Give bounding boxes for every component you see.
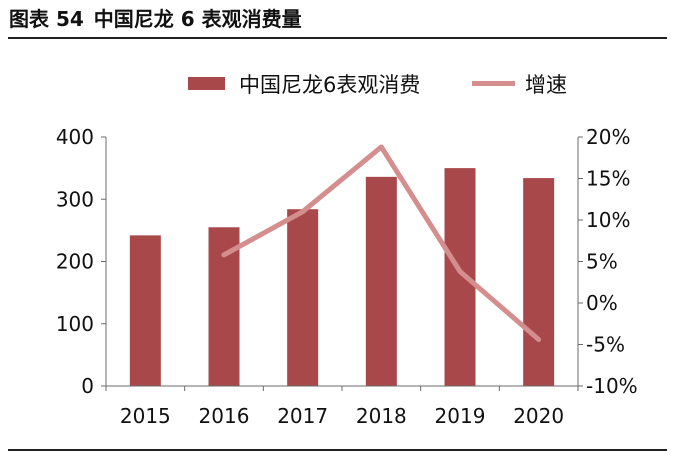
- bar-2020: [523, 178, 555, 386]
- figure-title-text: 中国尼龙 6 表观消费量: [93, 7, 302, 31]
- y-left-tick-label: 100: [56, 312, 94, 336]
- x-tick-label: 2020: [513, 404, 564, 428]
- figure-label: 图表 54: [9, 7, 84, 31]
- bottom-rule: [8, 449, 667, 451]
- y-right-tick-label: 20%: [586, 125, 630, 149]
- legend-line-label: 增速: [525, 73, 567, 97]
- legend-bar-swatch: [188, 77, 225, 90]
- bar-2018: [365, 176, 397, 386]
- x-tick-label: 2018: [356, 404, 407, 428]
- x-tick-label: 2015: [120, 404, 171, 428]
- y-left-tick-label: 0: [81, 374, 94, 398]
- bar-2019: [444, 168, 476, 386]
- y-left-tick-label: 200: [56, 250, 94, 274]
- bar-2017: [287, 209, 319, 386]
- x-tick-label: 2019: [435, 404, 486, 428]
- y-left-tick-label: 300: [56, 187, 94, 211]
- figure-title: 图表 54 中国尼龙 6 表观消费量: [9, 5, 302, 33]
- bar-2015: [129, 235, 161, 386]
- y-right-tick-label: -5%: [586, 333, 625, 357]
- plot-area: 0 100 200 300 400 -10% -5% 0% 5% 10% 15% 20% 2015 201…: [56, 125, 638, 428]
- y-right-tick-label: 0%: [586, 291, 618, 315]
- legend: 中国尼龙6表观消费 增速: [188, 73, 567, 97]
- x-tick-label: 2017: [277, 404, 328, 428]
- top-rule: [8, 37, 667, 39]
- y-left-tick-label: 400: [56, 125, 94, 149]
- y-right-tick-label: 10%: [586, 208, 630, 232]
- y-right-tick-label: 15%: [586, 167, 630, 191]
- y-right-tick-label: 5%: [586, 250, 618, 274]
- y-right-tick-label: -10%: [586, 374, 638, 398]
- x-tick-label: 2016: [199, 404, 250, 428]
- legend-bar-label: 中国尼龙6表观消费: [239, 73, 420, 97]
